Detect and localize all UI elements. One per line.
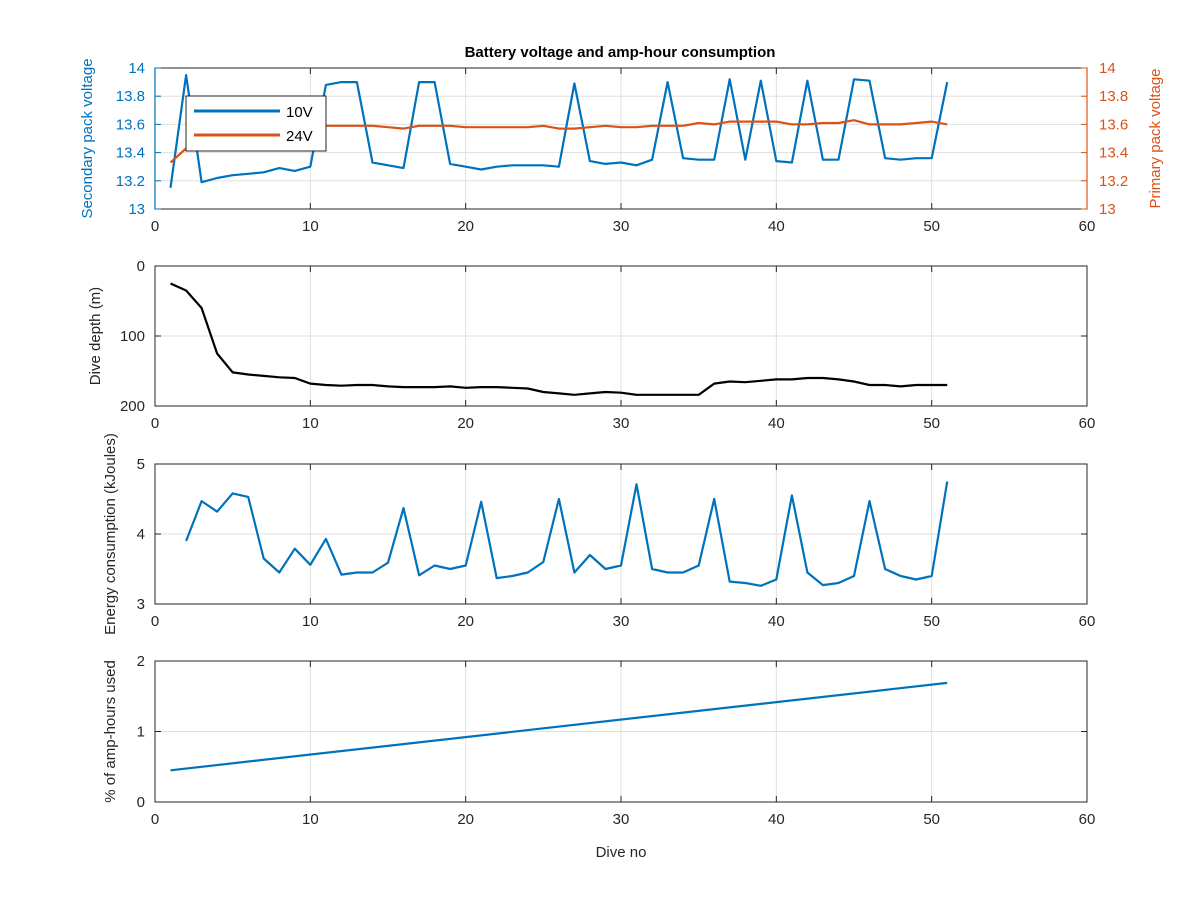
legend-box bbox=[185, 95, 327, 152]
x-tick-label: 20 bbox=[457, 218, 474, 235]
y-tick-label: 14 bbox=[128, 60, 145, 77]
x-tick-label: 60 bbox=[1079, 811, 1096, 828]
subplot-3: 0 10 20 30 40 50 60 3 4 5 Energy consumption (kJou… bbox=[102, 433, 1095, 635]
y2-tick-label: 13.6 bbox=[1099, 116, 1128, 133]
x-tick-label: 10 bbox=[302, 218, 319, 235]
y-tick-label: 1 bbox=[137, 724, 145, 741]
y-tick-label: 2 bbox=[137, 653, 145, 670]
y2-tick-label: 13.2 bbox=[1099, 173, 1128, 190]
x-tick-label: 10 bbox=[302, 415, 319, 432]
x-tick-label: 20 bbox=[457, 811, 474, 828]
y-tick-label: 13.8 bbox=[116, 88, 145, 105]
subplot-2: 0 10 20 30 40 50 60 0 100 200 Dive depth (m) bbox=[87, 258, 1095, 432]
series-line-1 bbox=[170, 681, 948, 772]
x-tick-label: 0 bbox=[151, 415, 159, 432]
y-tick-label: 100 bbox=[120, 328, 145, 345]
y-axis-label: % of amp-hours used bbox=[102, 660, 119, 803]
x-tick-label: 0 bbox=[151, 218, 159, 235]
x-tick-label: 50 bbox=[923, 415, 940, 432]
legend-entry: 10V bbox=[286, 104, 313, 121]
y-tick-label: 13.2 bbox=[116, 173, 145, 190]
chart-title: Battery voltage and amp-hour consumption bbox=[465, 44, 776, 61]
y-axis-label: Energy consumption (kJoules) bbox=[102, 433, 119, 635]
y-tick-label: 0 bbox=[137, 794, 145, 811]
x-tick-label: 30 bbox=[613, 218, 630, 235]
x-tick-label: 40 bbox=[768, 811, 785, 828]
series-line-1 bbox=[185, 481, 949, 587]
subplot-4: 0 10 20 30 40 50 60 0 1 2 % of amp-hours used Dive … bbox=[102, 653, 1095, 861]
x-tick-label: 50 bbox=[923, 218, 940, 235]
x-tick-label: 40 bbox=[768, 218, 785, 235]
y-tick-label: 5 bbox=[137, 456, 145, 473]
x-tick-label: 30 bbox=[613, 811, 630, 828]
y-axis-label: Secondary pack voltage bbox=[79, 58, 96, 218]
x-tick-label: 60 bbox=[1079, 415, 1096, 432]
legend-entry: 24V bbox=[286, 128, 313, 145]
x-tick-label: 50 bbox=[923, 811, 940, 828]
x-tick-label: 20 bbox=[457, 415, 474, 432]
y-tick-label: 200 bbox=[120, 398, 145, 415]
x-tick-label: 0 bbox=[151, 613, 159, 630]
x-tick-label: 20 bbox=[457, 613, 474, 630]
y2-axis-label: Primary pack voltage bbox=[1147, 68, 1164, 208]
subplots: 0 10 20 30 40 50 601313.213.413.613.8141313.21… bbox=[79, 58, 1164, 861]
y-axis-label: Dive depth (m) bbox=[87, 287, 104, 385]
x-tick-label: 50 bbox=[923, 613, 940, 630]
series-line-10V bbox=[169, 73, 949, 188]
y2-tick-label: 13 bbox=[1099, 201, 1116, 218]
x-tick-label: 40 bbox=[768, 415, 785, 432]
series-line-1 bbox=[170, 282, 948, 396]
y-tick-label: 13.4 bbox=[116, 145, 145, 162]
y-tick-label: 13 bbox=[128, 201, 145, 218]
x-tick-label: 40 bbox=[768, 613, 785, 630]
x-tick-label: 60 bbox=[1079, 613, 1096, 630]
y2-tick-label: 13.8 bbox=[1099, 88, 1128, 105]
x-tick-label: 60 bbox=[1079, 218, 1096, 235]
x-tick-label: 10 bbox=[302, 613, 319, 630]
x-tick-label: 0 bbox=[151, 811, 159, 828]
y2-tick-label: 14 bbox=[1099, 60, 1116, 77]
x-tick-label: 10 bbox=[302, 811, 319, 828]
y-tick-label: 0 bbox=[137, 258, 145, 275]
subplot-1: 0 10 20 30 40 50 601313.213.413.613.8141313.21… bbox=[79, 58, 1164, 235]
y2-tick-label: 13.4 bbox=[1099, 145, 1128, 162]
y-tick-label: 4 bbox=[137, 526, 145, 543]
x-tick-label: 30 bbox=[613, 613, 630, 630]
x-axis-label: Dive no bbox=[596, 844, 647, 861]
x-tick-label: 30 bbox=[613, 415, 630, 432]
y-tick-label: 13.6 bbox=[116, 116, 145, 133]
y-tick-label: 3 bbox=[137, 596, 145, 613]
